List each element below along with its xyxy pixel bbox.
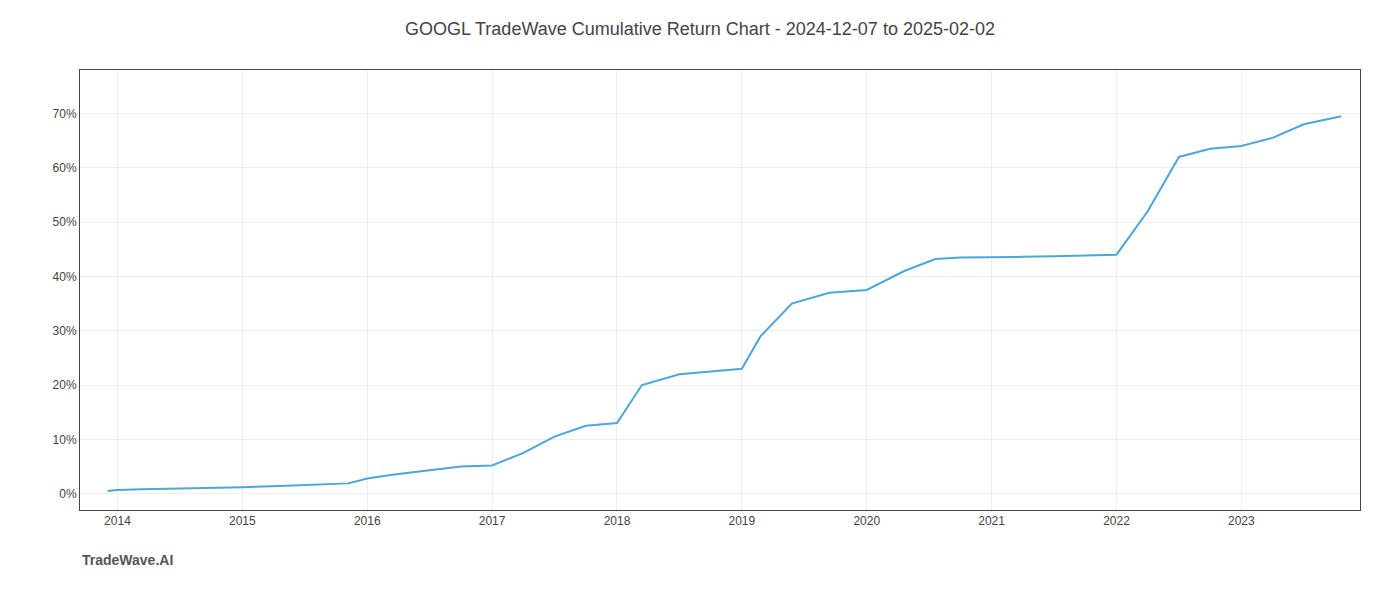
- svg-text:2018: 2018: [604, 514, 631, 528]
- svg-text:2014: 2014: [104, 514, 131, 528]
- svg-text:0%: 0%: [59, 487, 77, 501]
- svg-text:70%: 70%: [53, 107, 77, 121]
- svg-text:60%: 60%: [53, 161, 77, 175]
- svg-text:50%: 50%: [53, 215, 77, 229]
- svg-text:2019: 2019: [728, 514, 755, 528]
- svg-text:GOOGL TradeWave Cumulative Ret: GOOGL TradeWave Cumulative Return Chart …: [405, 19, 995, 39]
- svg-text:20%: 20%: [53, 378, 77, 392]
- svg-text:2023: 2023: [1228, 514, 1255, 528]
- svg-text:2017: 2017: [479, 514, 506, 528]
- svg-text:30%: 30%: [53, 324, 77, 338]
- svg-text:10%: 10%: [53, 433, 77, 447]
- svg-text:2022: 2022: [1103, 514, 1130, 528]
- svg-text:2015: 2015: [229, 514, 256, 528]
- svg-text:TradeWave.AI: TradeWave.AI: [82, 552, 173, 568]
- svg-text:40%: 40%: [53, 270, 77, 284]
- svg-text:2016: 2016: [354, 514, 381, 528]
- svg-text:2021: 2021: [978, 514, 1005, 528]
- svg-text:2020: 2020: [853, 514, 880, 528]
